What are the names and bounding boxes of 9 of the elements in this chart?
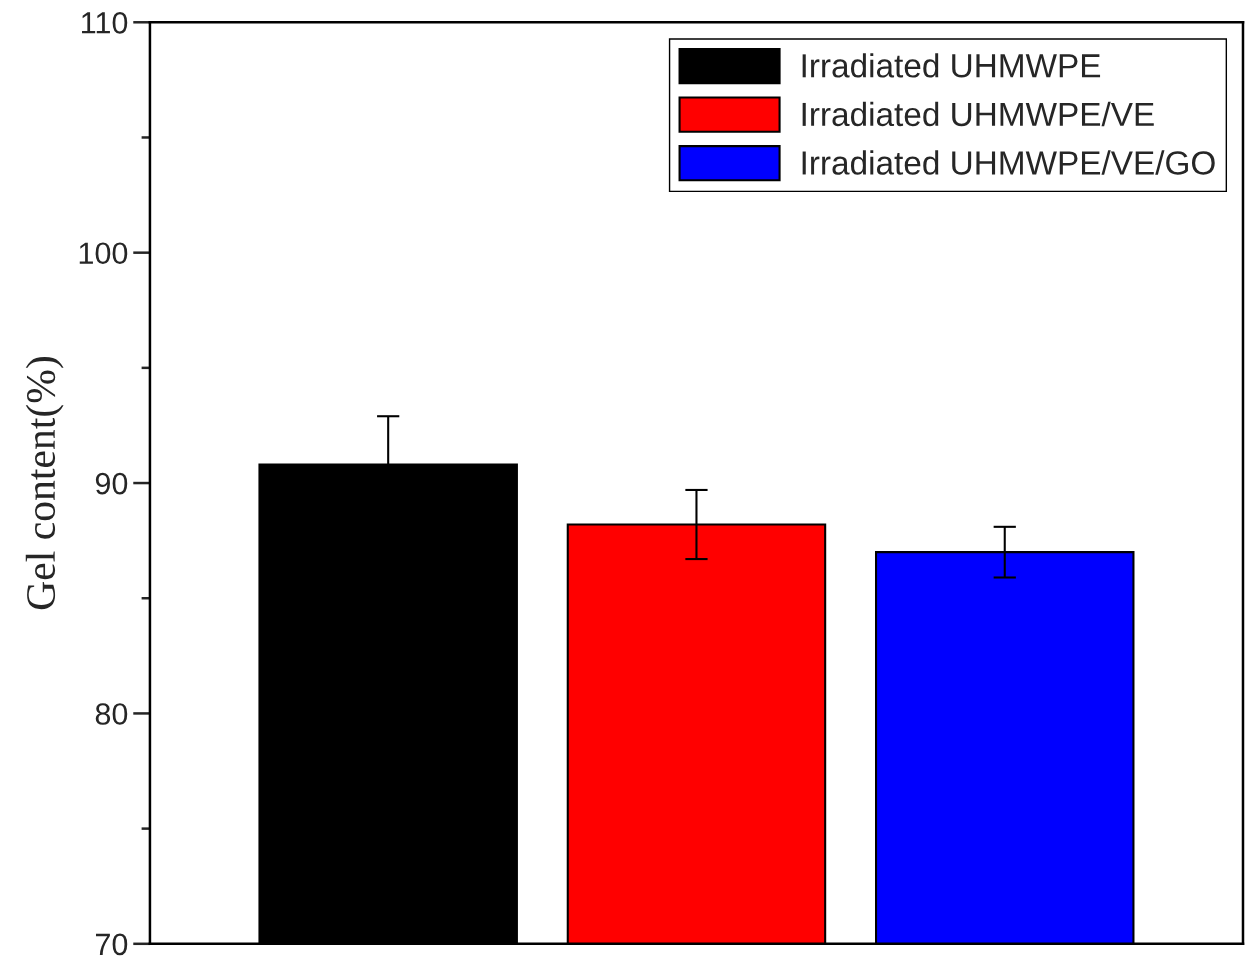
legend-label: Irradiated UHMWPE/VE/GO [802,150,1215,175]
y-tick-label: 80 [95,703,128,725]
y-tick-label: 110 [82,12,128,34]
legend-label: Irradiated UHMWPE/VE [802,101,1154,127]
y-tick-label: 90 [95,472,128,495]
y-tick-label: 70 [95,933,128,956]
y-axis-title: Gel content(%) [25,357,64,610]
legend-label: Irradiated UHMWPE [802,53,1101,78]
y-tick-label: 100 [79,242,128,265]
